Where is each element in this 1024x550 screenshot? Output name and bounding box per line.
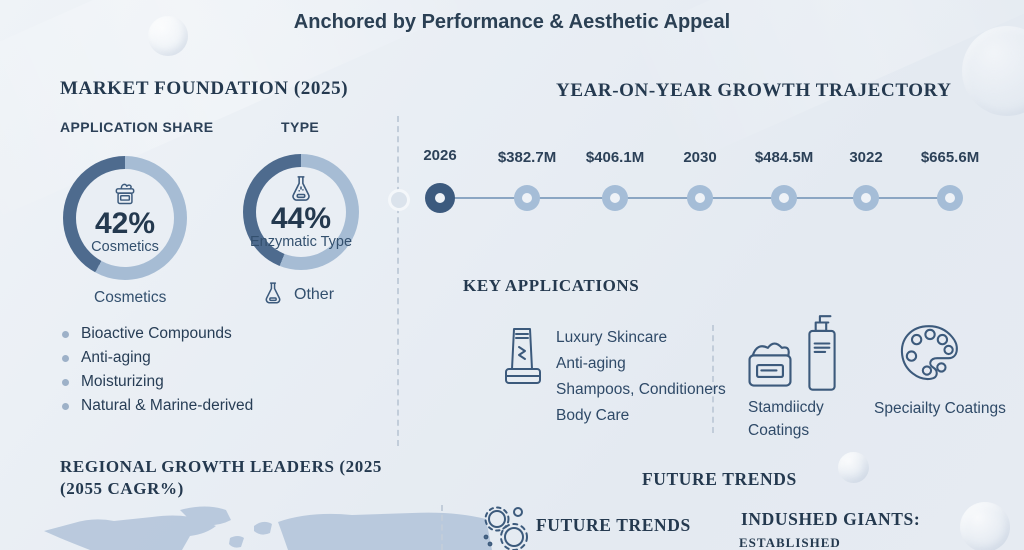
timeline-node (771, 185, 797, 211)
timeline-ghost-node (388, 189, 410, 211)
future-trends-item-label: FUTURE TRENDS (536, 515, 691, 535)
type-donut-chart: 44% Enzymatic Type (243, 154, 359, 270)
coatings-label-line1: Stamdiicdy (748, 399, 824, 416)
timeline-milestone: $665.6M (921, 149, 979, 211)
list-item: Natural & Marine-derived (62, 394, 253, 418)
list-item: Moisturizing (62, 370, 253, 394)
cosmetic-tube-icon (492, 323, 550, 393)
timeline-milestone-label: $406.1M (585, 149, 645, 166)
timeline-node-active (425, 183, 455, 213)
timeline-milestone-label: $382.7M (497, 149, 557, 166)
list-item: Anti-aging (62, 346, 253, 370)
timeline-milestone: 2030 (683, 149, 717, 211)
page-title: Anchored by Performance & Aesthetic Appe… (293, 11, 731, 33)
timeline-milestone-label: 2026 (423, 147, 457, 164)
list-item: Bioactive Compounds (62, 322, 253, 346)
key-applications-heading: KEY APPLICATIONS (463, 276, 640, 295)
flask-icon (288, 174, 314, 202)
timeline-node (514, 185, 540, 211)
donut-pct-value: 42% (94, 206, 156, 240)
application-line: Body Care (556, 407, 630, 424)
timeline-milestone: 2026 (423, 147, 457, 213)
application-line: Luxury Skincare (556, 329, 668, 346)
timeline-milestone: $406.1M (586, 149, 644, 211)
gears-icon (480, 504, 532, 550)
pump-bottle-icon (802, 312, 842, 396)
timeline-node (937, 185, 963, 211)
decor-bubble (960, 502, 1010, 550)
market-foundation-heading: MARKET FOUNDATION (2025) (60, 78, 349, 99)
timeline-milestone: 3022 (849, 149, 883, 211)
world-map (30, 505, 500, 550)
section-divider-dashed (441, 505, 443, 550)
donut-pct-value: 44% (270, 201, 332, 235)
industry-giants-subtitle: ESTABLISHED (739, 535, 841, 550)
section-divider-dashed (397, 116, 399, 446)
specialty-coatings-label: Speciailty Coatings (874, 400, 1006, 417)
donut-caption-other: Other (294, 286, 335, 303)
paint-palette-icon (896, 322, 962, 384)
application-line: Shampoos, Conditioners (556, 381, 726, 398)
timeline-milestone-label: $665.6M (920, 149, 980, 166)
flask-icon (262, 280, 284, 305)
industry-giants-title: INDUSHED GIANTS: (741, 509, 921, 529)
growth-trajectory-heading: YEAR-ON-YEAR GROWTH TRAJECTORY (556, 80, 952, 101)
application-share-label: APPLICATION SHARE (60, 119, 214, 135)
application-line: Anti-aging (556, 355, 626, 372)
section-divider-dashed (712, 325, 714, 433)
timeline-milestone-label: 2030 (683, 149, 717, 166)
cream-jar-icon (742, 333, 798, 395)
donut-center-label: Enzymatic Type (249, 234, 353, 251)
regional-growth-heading-line1: REGIONAL GROWTH LEADERS (2025 (60, 457, 383, 476)
market-foundation-bullet-list: Bioactive Compounds Anti-aging Moisturiz… (62, 322, 253, 418)
timeline-node (602, 185, 628, 211)
timeline-milestone-label: $484.5M (754, 149, 814, 166)
donut-center-label: Cosmetics (91, 239, 159, 256)
timeline-milestone: $382.7M (498, 149, 556, 211)
decor-bubble (148, 16, 188, 56)
regional-growth-heading-line2: (2055 CAGR%) (60, 479, 184, 498)
coatings-label-line2: Coatings (748, 422, 810, 439)
timeline-node (853, 185, 879, 211)
timeline-milestone: $484.5M (755, 149, 813, 211)
donut-caption-cosmetics: Cosmetics (94, 289, 167, 306)
timeline-milestone-label: 3022 (849, 149, 883, 166)
application-share-donut-chart: 42% Cosmetics (63, 156, 187, 280)
cream-jar-icon (109, 181, 141, 207)
timeline-node (687, 185, 713, 211)
future-trends-heading: FUTURE TRENDS (642, 469, 797, 489)
type-label: TYPE (281, 119, 320, 135)
decor-bubble (838, 452, 869, 483)
key-applications-list: Luxury Skincare Anti-aging Shampoos, Con… (556, 325, 726, 429)
coatings-label: Stamdiicdy Coatings (748, 396, 824, 442)
decor-bubble (962, 26, 1024, 116)
